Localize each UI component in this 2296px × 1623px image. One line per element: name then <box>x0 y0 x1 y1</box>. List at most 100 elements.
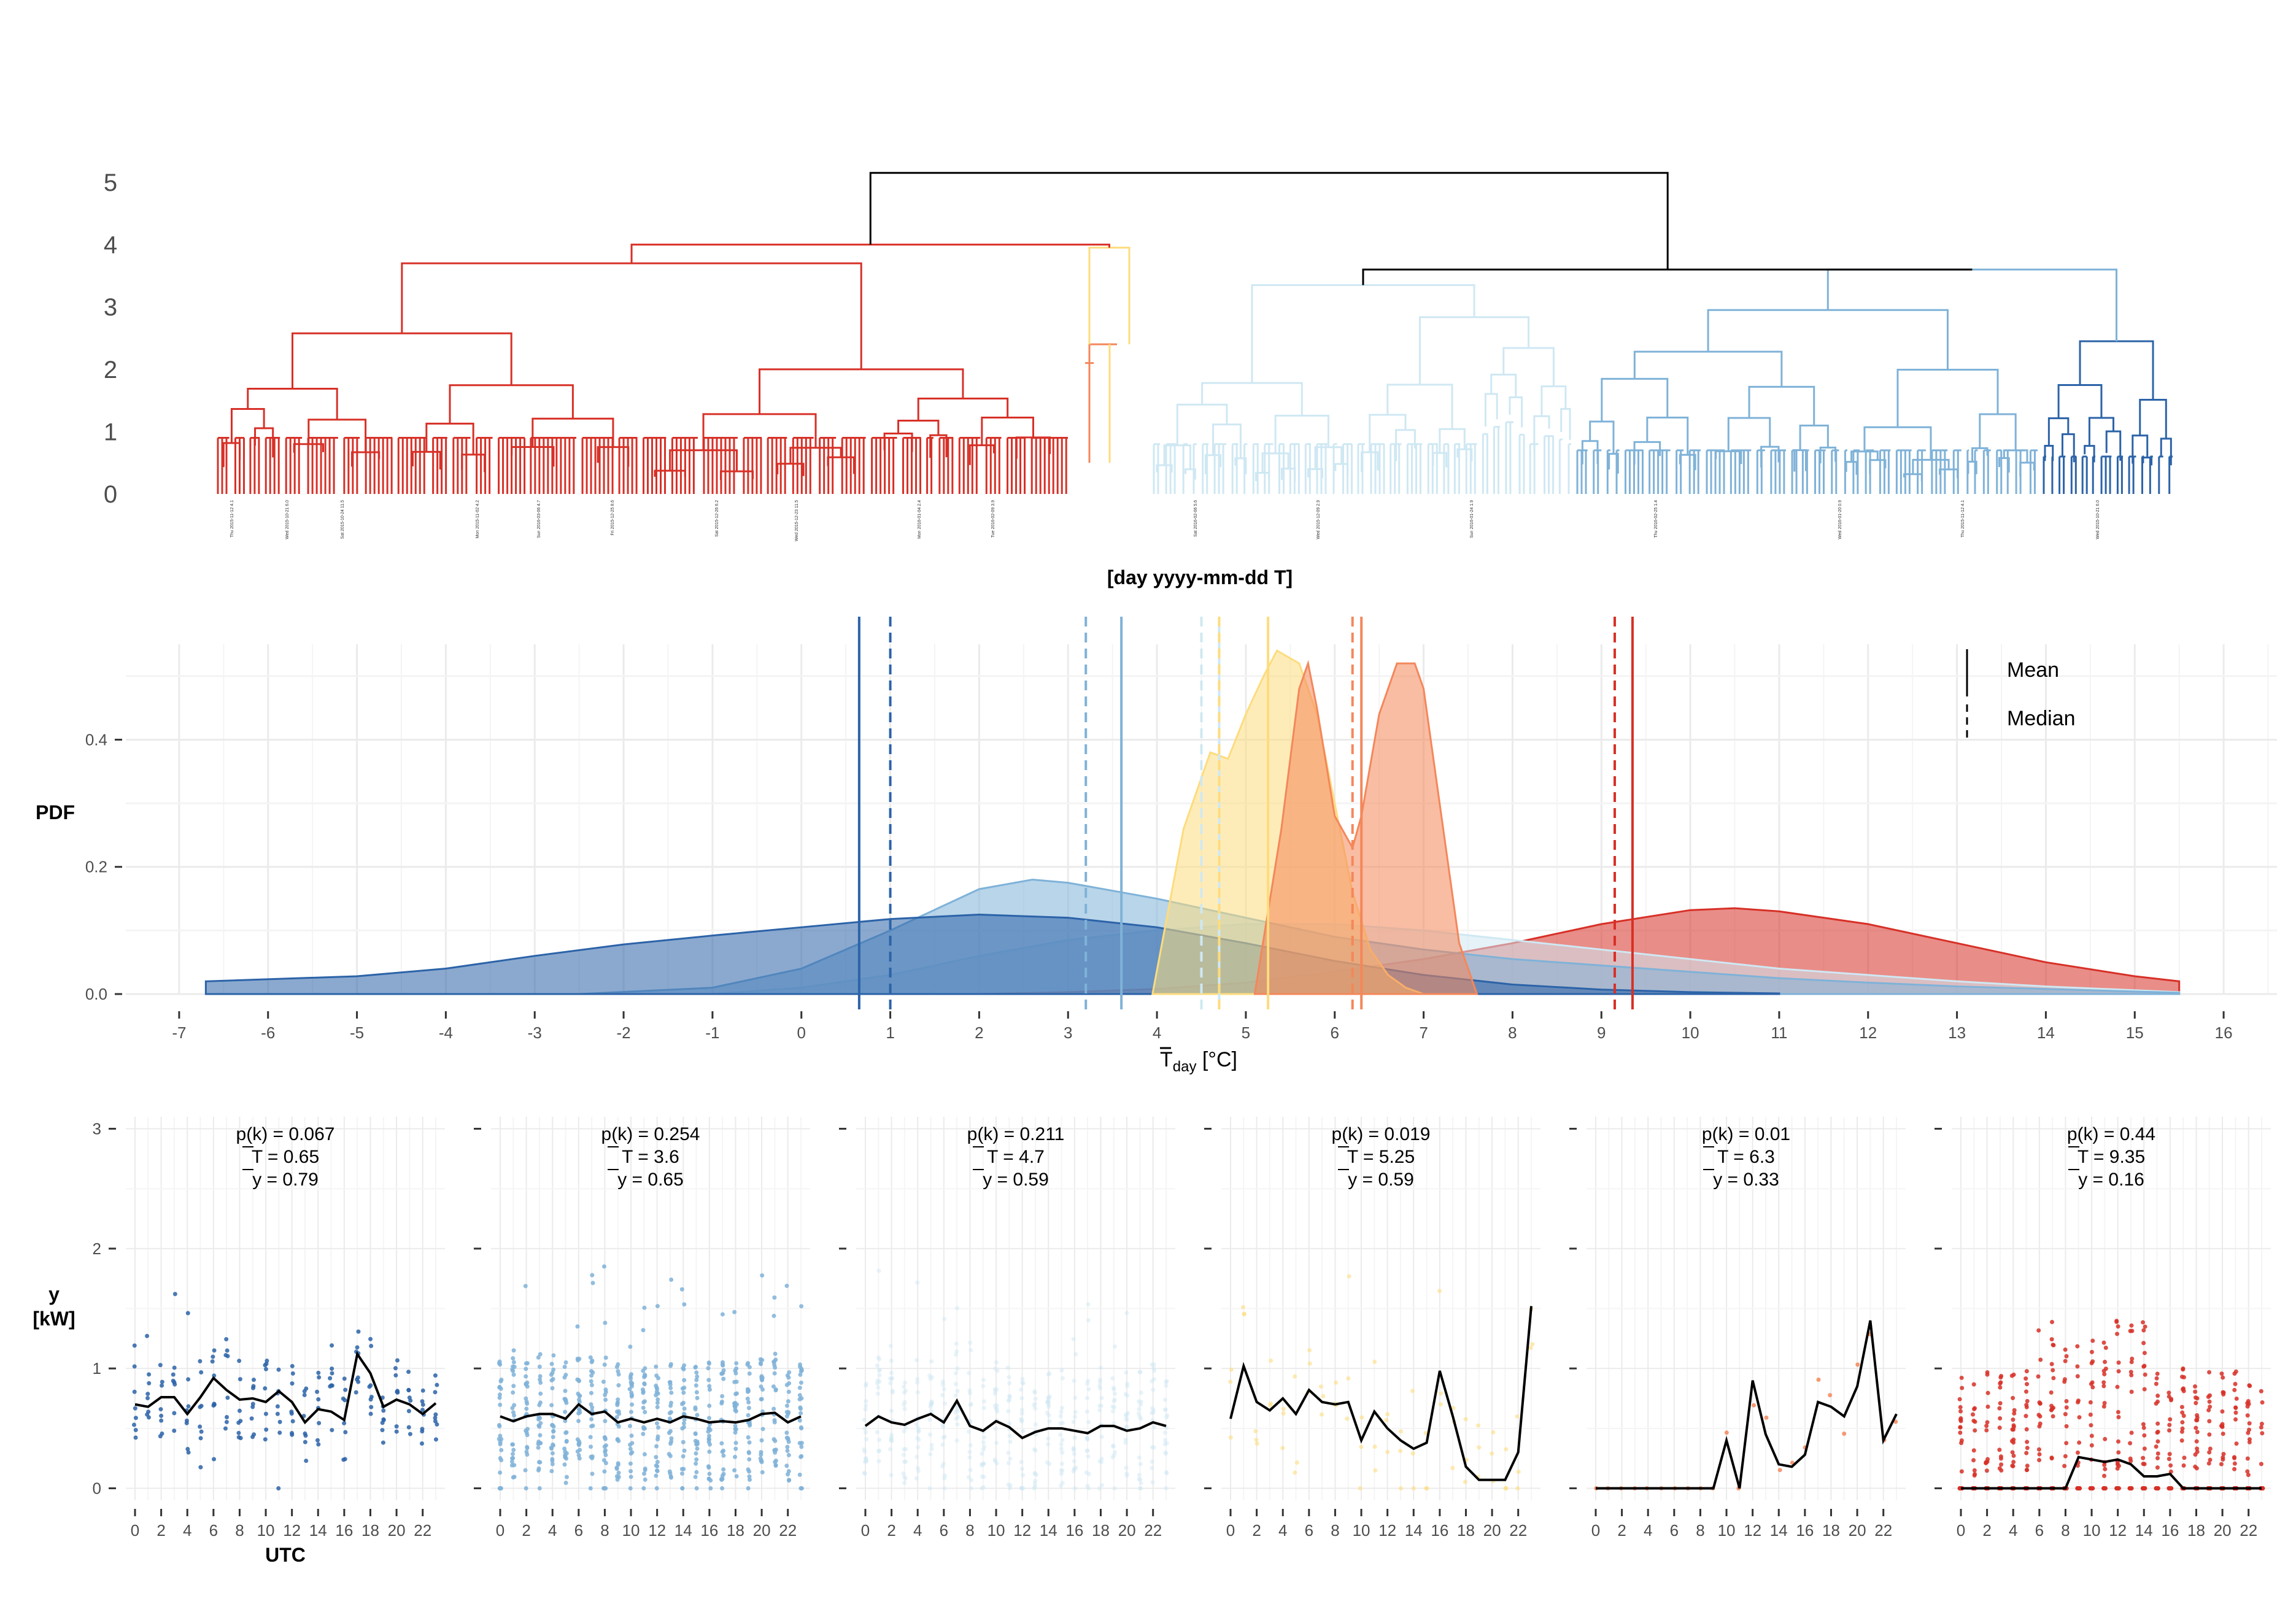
profile-point <box>993 1426 998 1431</box>
profile-point <box>928 1432 933 1437</box>
profile-point <box>590 1273 595 1278</box>
profile-point <box>341 1457 346 1462</box>
profile-point <box>211 1354 215 1359</box>
profile-point <box>2089 1349 2094 1354</box>
profile-point <box>628 1461 633 1466</box>
profile-point <box>915 1280 920 1285</box>
profile-point <box>497 1359 502 1364</box>
profile-point <box>576 1406 581 1411</box>
profile-point <box>1958 1417 1963 1422</box>
density-x-tick-label: 14 <box>2037 1024 2055 1042</box>
profile-point <box>734 1474 739 1479</box>
profile-point <box>708 1486 713 1490</box>
profile-point <box>394 1424 399 1429</box>
dendrogram-branch <box>291 332 512 389</box>
density-x-tick-label: 10 <box>1682 1024 1699 1042</box>
profile-point <box>707 1471 712 1476</box>
profile-point <box>628 1446 633 1451</box>
profile-point <box>954 1341 959 1346</box>
profile-point <box>656 1376 661 1381</box>
profile-point <box>537 1486 542 1490</box>
profile-facet-k5: 0 2 4 6 8 10 12 14 16 18 20 22 p(k) = 0.01 T = 6.3 y =… <box>1569 1117 1906 1540</box>
profile-x-tick-label: 20 <box>1483 1521 1501 1540</box>
profile-point <box>576 1453 581 1458</box>
profile-point <box>406 1425 411 1430</box>
profile-point <box>642 1305 647 1310</box>
profile-point <box>2259 1462 2263 1467</box>
profile-point <box>2075 1450 2080 1455</box>
profile-point <box>524 1361 528 1366</box>
profile-point <box>2088 1413 2093 1417</box>
dendrogram-branch <box>1863 426 1932 460</box>
profile-x-tick-label: 14 <box>2135 1521 2153 1540</box>
profile-point <box>1281 1411 1286 1416</box>
profile-point <box>719 1477 724 1482</box>
profile-x-tick-label: 16 <box>1065 1521 1083 1540</box>
profile-point <box>746 1400 751 1405</box>
profile-point <box>601 1486 606 1490</box>
profile-point <box>1253 1428 1258 1433</box>
profile-point <box>1019 1387 1024 1392</box>
dendrogram-x-axis-label: [day yyyy-mm-dd T] <box>1107 566 1293 588</box>
profile-point <box>980 1462 984 1467</box>
profile-point <box>1280 1446 1285 1451</box>
profile-point <box>2011 1437 2016 1442</box>
profile-point <box>654 1468 659 1473</box>
profile-point <box>1097 1486 1102 1490</box>
profile-point <box>888 1343 893 1348</box>
profile-point <box>786 1389 791 1394</box>
profile-point <box>759 1458 764 1463</box>
profile-x-tick-label: 6 <box>940 1521 948 1540</box>
profile-point <box>799 1444 804 1449</box>
dendrogram-branch <box>531 417 614 447</box>
profile-point <box>877 1438 882 1443</box>
dendrogram-leaf-label: Tue 2016-02-09 3.9 <box>991 500 995 538</box>
profile-x-tick-label: 12 <box>283 1521 301 1540</box>
profile-point <box>2260 1431 2265 1436</box>
profile-point <box>720 1394 725 1398</box>
profile-point <box>328 1376 333 1381</box>
profile-point <box>2207 1450 2212 1455</box>
profile-point <box>290 1419 295 1424</box>
dendrogram-y-tick-label: 2 <box>104 357 117 384</box>
profile-point <box>2193 1389 2198 1394</box>
profile-point <box>2141 1486 2146 1490</box>
profile-point <box>654 1473 659 1478</box>
dendrogram-branch <box>1727 417 1771 452</box>
profile-point <box>1972 1473 1977 1478</box>
dendrogram-leaf-label: Thu 2015-11-12 4.1 <box>1961 500 1965 538</box>
profile-point <box>199 1429 204 1434</box>
profile-point <box>719 1371 724 1376</box>
profile-point <box>2101 1404 2106 1409</box>
density-x-tick-label: -3 <box>528 1024 542 1042</box>
density-x-tick-label: 8 <box>1508 1024 1517 1042</box>
profile-point <box>953 1393 958 1398</box>
profile-point <box>524 1374 528 1379</box>
profile-point <box>784 1284 789 1289</box>
dendrogram-y-tick-label: 0 <box>104 481 117 508</box>
profile-point <box>1984 1460 1989 1465</box>
profile-point <box>1045 1400 1050 1405</box>
profile-point <box>955 1366 960 1371</box>
profile-point <box>614 1467 619 1471</box>
profile-point <box>862 1471 867 1476</box>
profile-point <box>330 1383 334 1388</box>
dendrogram-branch <box>883 432 913 452</box>
profile-x-tick-label: 14 <box>1040 1521 1057 1540</box>
profile-x-tick-label: 20 <box>2214 1521 2232 1540</box>
profile-point <box>2025 1467 2030 1472</box>
profile-point <box>1124 1370 1129 1375</box>
density-legend: Mean Median <box>1966 649 2076 739</box>
profile-point <box>1998 1401 2003 1406</box>
profile-point <box>746 1406 751 1411</box>
profile-point <box>1113 1450 1118 1455</box>
profile-point <box>172 1428 177 1433</box>
profile-point <box>603 1419 608 1424</box>
profile-point <box>303 1440 307 1444</box>
profile-point <box>1828 1393 1833 1398</box>
profile-point <box>1384 1417 1389 1422</box>
profile-point <box>551 1429 556 1434</box>
profile-point <box>929 1443 934 1448</box>
dendrogram-branch <box>1362 268 1973 285</box>
profile-point <box>2075 1344 2080 1349</box>
